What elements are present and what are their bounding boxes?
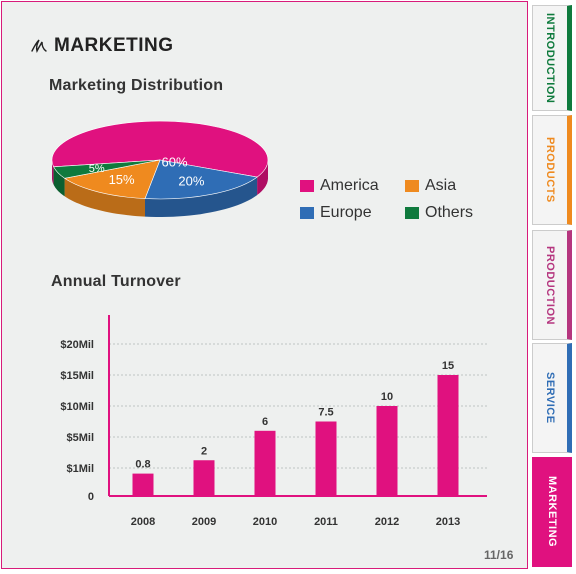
tab-products[interactable]: PRODUCTS bbox=[532, 115, 572, 225]
content-panel: MARKETING Marketing Distribution 60% 20% 1… bbox=[1, 1, 528, 569]
legend-item-others: Others bbox=[405, 204, 473, 222]
bar-2008 bbox=[132, 473, 154, 496]
x-tick-label: 2008 bbox=[131, 516, 155, 528]
bar-2011 bbox=[315, 421, 337, 496]
legend-item-asia: Asia bbox=[405, 177, 456, 195]
signature-icon bbox=[31, 39, 47, 54]
distribution-title: Marketing Distribution bbox=[49, 77, 224, 94]
y-tick-label: 0 bbox=[88, 491, 94, 503]
bar-2010 bbox=[254, 430, 276, 496]
bar-2009 bbox=[193, 460, 215, 496]
y-tick-label: $1Mil bbox=[66, 463, 94, 475]
y-tick-label: $10Mil bbox=[60, 401, 94, 413]
page-title: MARKETING bbox=[54, 35, 174, 56]
x-tick-label: 2011 bbox=[314, 516, 338, 528]
x-tick-label: 2013 bbox=[436, 516, 460, 528]
bar-value-label: 10 bbox=[381, 391, 393, 403]
y-tick-label: $20Mil bbox=[60, 339, 94, 351]
legend-label-asia: Asia bbox=[425, 177, 457, 194]
bar-2012 bbox=[376, 406, 398, 496]
legend-label-others: Others bbox=[425, 204, 474, 221]
legend-swatch-america bbox=[300, 180, 314, 192]
legend-swatch-others bbox=[405, 207, 419, 219]
x-tick-label: 2009 bbox=[192, 516, 216, 528]
pie-label-europe: 20% bbox=[178, 173, 204, 188]
pie-slice-others bbox=[53, 159, 161, 179]
y-tick-label: $15Mil bbox=[60, 370, 94, 382]
pie-label-others: 5% bbox=[89, 163, 105, 175]
tab-service-label: SERVICE bbox=[544, 372, 556, 424]
pie-side-others bbox=[53, 166, 65, 197]
bar-value-label: 6 bbox=[262, 416, 268, 428]
pie-slice-asia bbox=[63, 159, 161, 199]
bar-value-label: 15 bbox=[442, 360, 454, 372]
page-header: MARKETING bbox=[30, 35, 174, 57]
pie-label-asia: 15% bbox=[109, 172, 135, 187]
legend-item-america: America bbox=[300, 177, 379, 195]
legend-label-america: America bbox=[320, 177, 379, 194]
bar-value-label: 7.5 bbox=[318, 407, 333, 419]
turnover-bar-chart: 0 $1Mil $5Mil $10Mil $15Mil $20Mil 0.8 2008 2 200… bbox=[60, 315, 487, 528]
legend-label-europe: Europe bbox=[320, 204, 372, 221]
pie-slice-europe bbox=[144, 159, 258, 200]
bar-value-label: 2 bbox=[201, 445, 207, 457]
legend-item-europe: Europe bbox=[300, 204, 372, 222]
legend-swatch-asia bbox=[405, 180, 419, 192]
distribution-pie-chart: 60% 20% 15% 5% bbox=[51, 120, 269, 217]
bar-value-label: 0.8 bbox=[135, 459, 150, 471]
tab-introduction[interactable]: INTRODUCTION bbox=[532, 5, 572, 111]
tab-service[interactable]: SERVICE bbox=[532, 343, 572, 453]
bar-2013 bbox=[437, 375, 459, 496]
pie-side-asia bbox=[64, 178, 145, 217]
pie-slice-america bbox=[51, 120, 269, 178]
tab-marketing-label: MARKETING bbox=[546, 476, 558, 548]
turnover-title: Annual Turnover bbox=[51, 273, 181, 290]
tab-introduction-label: INTRODUCTION bbox=[544, 12, 556, 104]
pie-side-europe bbox=[145, 177, 258, 217]
legend-swatch-europe bbox=[300, 207, 314, 219]
tab-products-label: PRODUCTS bbox=[544, 137, 556, 203]
pie-label-america: 60% bbox=[161, 154, 187, 169]
page-indicator: 11/16 bbox=[484, 548, 514, 562]
tab-production[interactable]: PRODUCTION bbox=[532, 230, 572, 340]
y-tick-label: $5Mil bbox=[66, 432, 94, 444]
x-tick-label: 2012 bbox=[375, 516, 399, 528]
x-tick-label: 2010 bbox=[253, 516, 277, 528]
tab-marketing[interactable]: MARKETING bbox=[532, 457, 572, 567]
tab-production-label: PRODUCTION bbox=[544, 245, 556, 325]
